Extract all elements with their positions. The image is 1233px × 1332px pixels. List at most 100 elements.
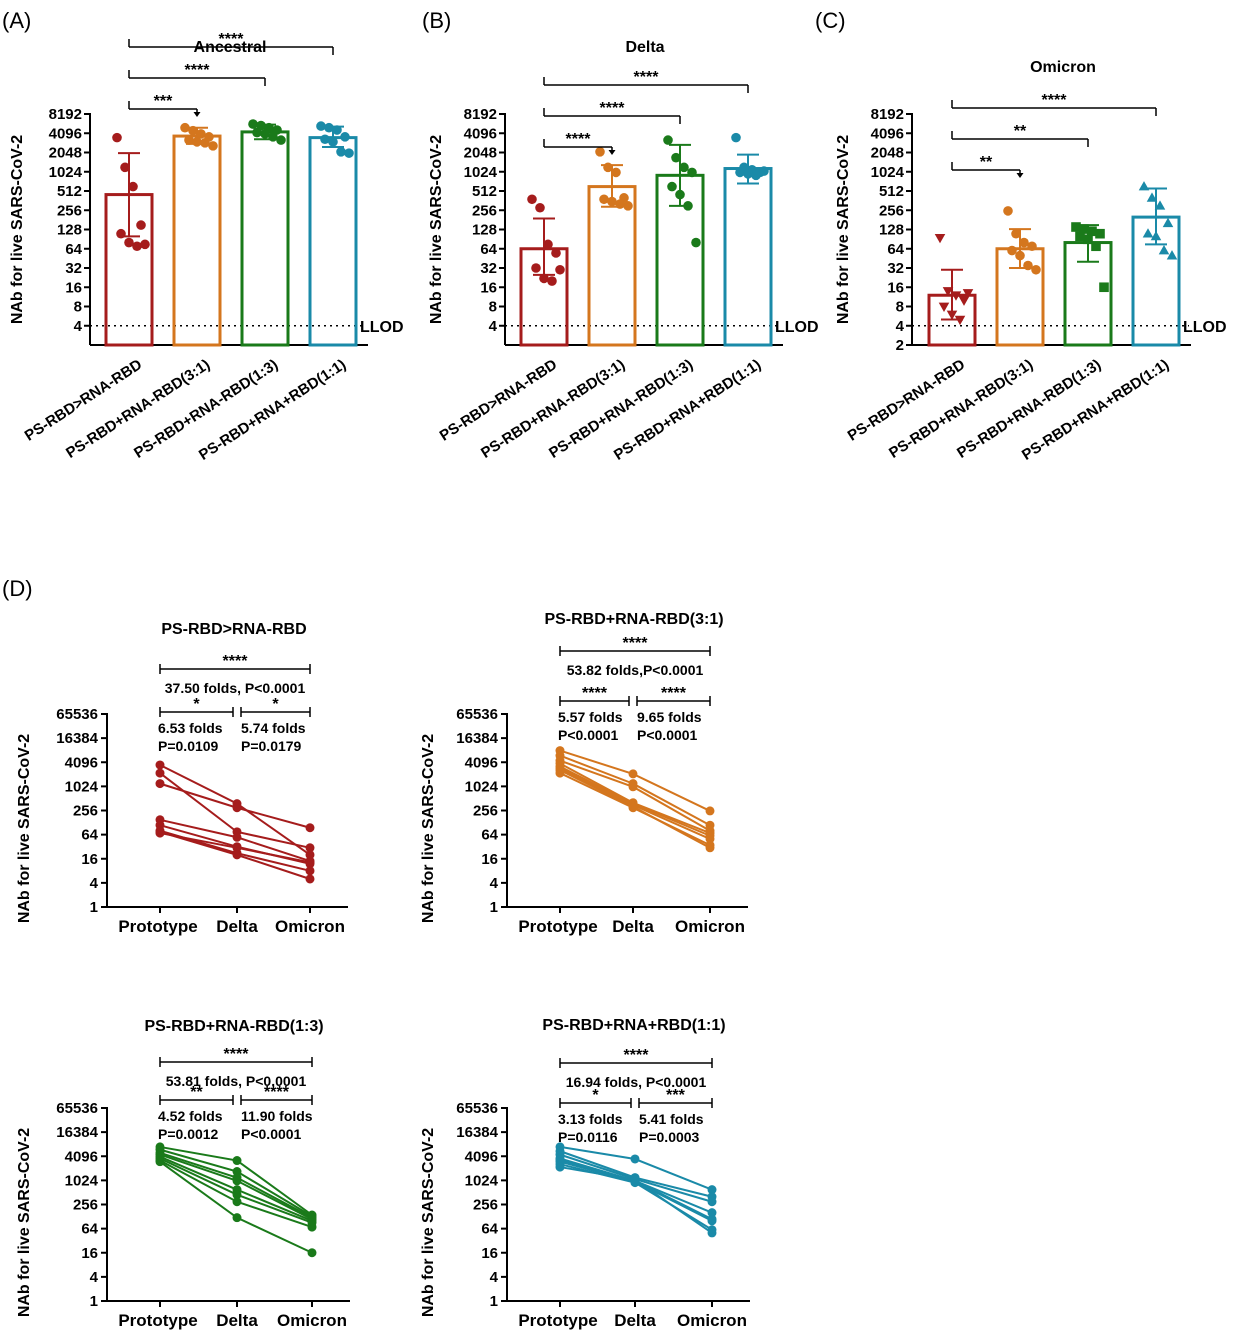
y-tick-label: 4	[90, 875, 99, 892]
data-point	[527, 194, 537, 205]
data-point	[707, 1197, 717, 1207]
data-point	[1023, 260, 1033, 271]
data-point	[1031, 264, 1041, 275]
data-point	[232, 803, 242, 813]
y-tick-label: 1024	[49, 164, 83, 181]
y-tick-label: 1024	[465, 1172, 499, 1189]
comparison-arrowhead	[608, 150, 616, 155]
data-point	[679, 162, 689, 173]
y-tick-label: 4096	[49, 125, 82, 142]
data-point	[535, 202, 545, 213]
data-point	[623, 201, 633, 211]
y-tick-label: 16	[481, 1245, 498, 1262]
y-tick-label: 4	[896, 318, 905, 335]
y-axis-label: NAb for live SARS-CoV-2	[420, 734, 437, 923]
chart-title: PS-RBD+RNA-RBD(3:1)	[544, 611, 723, 628]
chart-panel-d4: PS-RBD+RNA+RBD(1:1) NAb for live SARS-CoV…	[420, 1017, 750, 1330]
y-tick-label: 64	[480, 241, 497, 258]
data-point	[155, 828, 165, 838]
y-tick-label: 16384	[456, 1124, 498, 1141]
y-tick-label: 32	[480, 260, 497, 277]
y-tick-label: 16	[81, 1245, 98, 1262]
data-point	[232, 843, 242, 853]
fold-change-label: 9.65 folds	[637, 709, 702, 725]
y-tick-label: 65536	[456, 706, 498, 723]
y-tick-label: 8192	[871, 106, 904, 123]
chart-panel-b: Delta NAb for live SARS-CoV-2 4 8 16 32 64 128 2…	[428, 39, 819, 464]
y-tick-label: 64	[65, 241, 82, 258]
x-tick-label: Delta	[216, 1311, 258, 1330]
y-tick-label: 512	[472, 183, 497, 200]
data-point	[116, 228, 126, 239]
data-point	[950, 291, 962, 301]
x-tick-label: Prototype	[118, 917, 197, 936]
data-point	[268, 132, 278, 142]
y-tick-label: 256	[473, 1197, 498, 1214]
data-point	[232, 832, 242, 842]
significance-label: **	[190, 1084, 203, 1101]
data-point	[603, 162, 613, 173]
y-tick-label: 128	[879, 222, 904, 239]
y-tick-label: 1	[90, 1293, 98, 1310]
y-tick-label: 64	[481, 1221, 498, 1238]
fold-change-label: 5.41 folds	[639, 1111, 704, 1127]
data-point	[555, 768, 565, 778]
panel-label-a: (A)	[2, 8, 31, 33]
data-point	[1003, 206, 1013, 216]
fold-change-label: 16.94 folds, P<0.0001	[566, 1074, 707, 1090]
data-point	[1150, 230, 1162, 241]
data-point	[1146, 192, 1158, 202]
y-tick-label: 16	[81, 851, 98, 868]
data-point	[252, 127, 262, 138]
y-tick-label: 4096	[465, 1148, 498, 1165]
y-tick-label: 4096	[871, 125, 904, 142]
data-point	[328, 137, 338, 147]
data-point	[707, 1185, 717, 1195]
data-point	[305, 857, 315, 867]
significance-label: **	[980, 154, 993, 171]
y-tick-label: 4	[490, 1269, 499, 1286]
y-tick-label: 16384	[56, 730, 98, 747]
data-point	[1099, 282, 1109, 293]
data-point	[320, 134, 330, 145]
p-value-label: P=0.0109	[158, 738, 219, 754]
y-tick-label: 8	[489, 299, 497, 316]
significance-label: **	[1014, 123, 1027, 140]
data-point	[332, 125, 342, 135]
y-tick-label: 1	[490, 1293, 498, 1310]
significance-label: ****	[566, 131, 592, 148]
significance-label: ****	[264, 1084, 290, 1101]
x-tick-label: Prototype	[118, 1311, 197, 1330]
data-point	[112, 132, 122, 143]
fold-change-label: 4.52 folds	[158, 1108, 223, 1124]
data-point	[962, 289, 974, 299]
data-point	[248, 119, 258, 129]
y-tick-label: 256	[473, 803, 498, 820]
y-tick-label: 8192	[49, 106, 82, 123]
data-point	[192, 137, 202, 147]
x-category-label: PS-RBD>RNA-RBD	[437, 356, 561, 445]
data-point	[1007, 245, 1017, 256]
data-point	[705, 806, 715, 816]
chart-title: PS-RBD>RNA-RBD	[161, 621, 306, 638]
y-axis-label: NAb for live SARS-CoV-2	[428, 135, 445, 324]
p-value-label: P<0.0001	[558, 727, 619, 743]
panel-label-c: (C)	[815, 8, 846, 33]
significance-label: ****	[219, 31, 245, 48]
y-tick-label: 2	[896, 337, 904, 354]
data-point	[232, 1156, 242, 1166]
y-tick-label: 4	[489, 318, 498, 335]
significance-label: ****	[634, 69, 660, 86]
p-value-label: P=0.0179	[241, 738, 302, 754]
panel-label-d: (D)	[2, 576, 33, 601]
fold-change-label: 53.81 folds, P<0.0001	[166, 1073, 307, 1089]
y-tick-label: 512	[57, 183, 82, 200]
x-category-label: PS-RBD>RNA-RBD	[22, 356, 146, 445]
data-point	[667, 181, 677, 192]
significance-label: ****	[623, 635, 649, 652]
p-value-label: P=0.0003	[639, 1129, 700, 1145]
y-tick-label: 1024	[465, 778, 499, 795]
y-tick-label: 32	[65, 260, 82, 277]
chart-panel-d2: PS-RBD+RNA-RBD(3:1) NAb for live SARS-CoV…	[420, 611, 748, 936]
